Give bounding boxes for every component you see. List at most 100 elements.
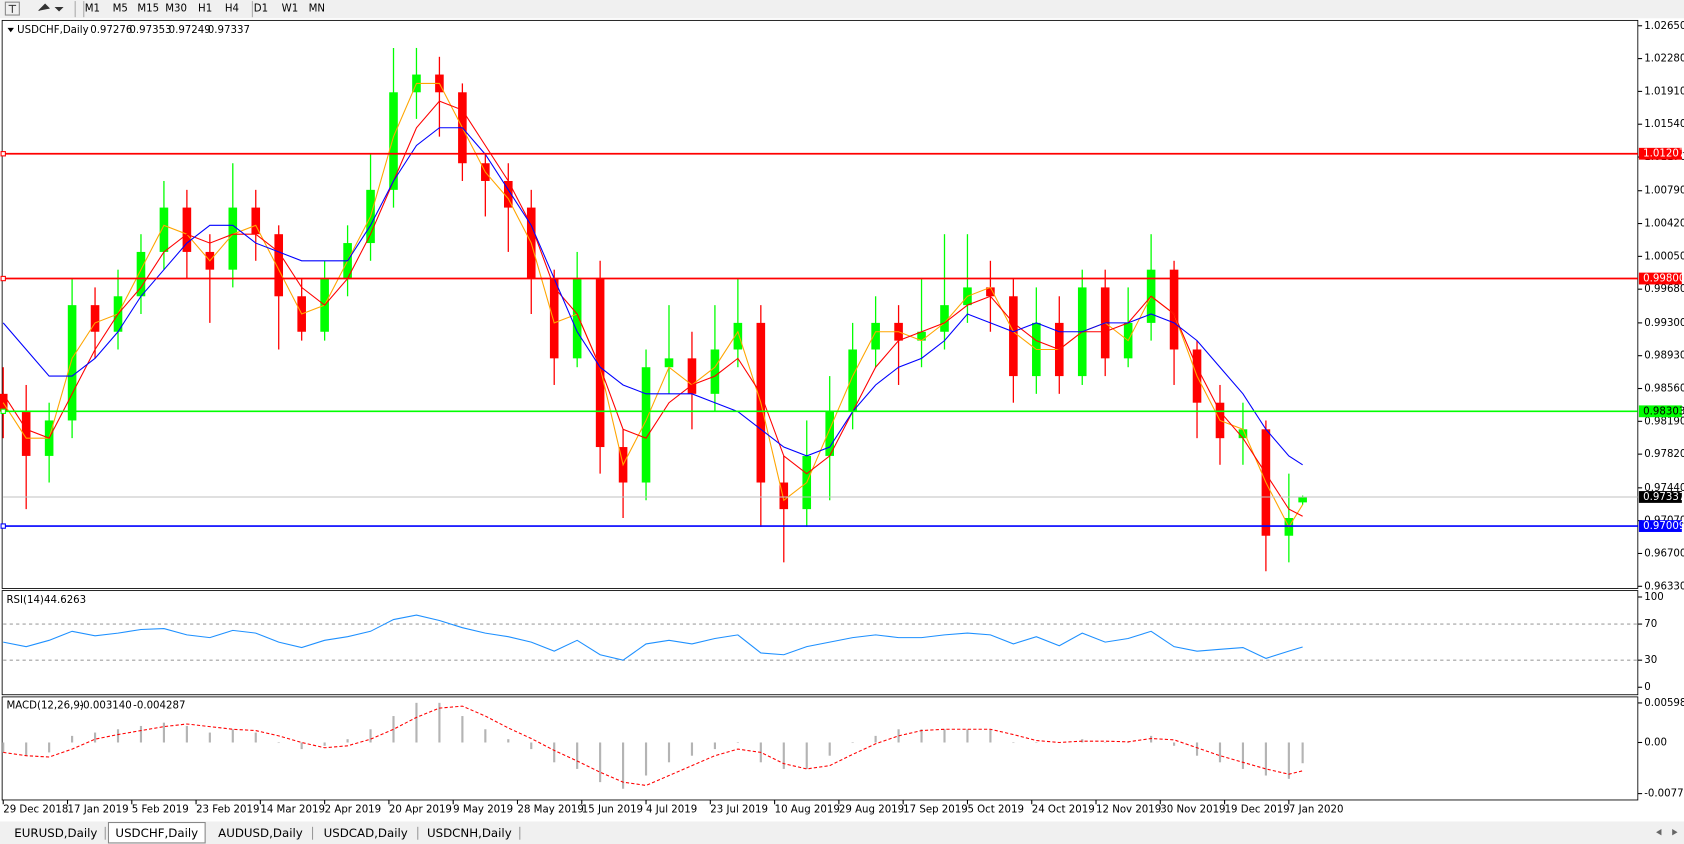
macd-bar — [1150, 735, 1153, 743]
indicator-title: MACD(12,26,9) — [6, 700, 83, 711]
chart-menu-arrow[interactable] — [7, 27, 14, 33]
line-handle[interactable] — [0, 275, 6, 282]
candle-body — [1169, 269, 1179, 350]
indicator-title: RSI(14) — [6, 595, 43, 606]
candle-body — [182, 207, 192, 252]
ohlc-value: 0.97353 — [129, 25, 171, 36]
y-tick-label: 30 — [1644, 655, 1657, 666]
macd-bar — [71, 735, 74, 743]
macd-bar — [599, 742, 602, 783]
tab-scroll-arrows[interactable] — [1656, 828, 1678, 836]
y-tick-label: 1.00790 — [1644, 186, 1684, 197]
candle-body — [986, 287, 995, 297]
toolbar — [0, 0, 1684, 19]
candle-body — [917, 331, 926, 341]
timeframe-button[interactable]: D1 — [254, 4, 268, 15]
timeframe-button[interactable]: M5 — [113, 4, 128, 15]
macd-bar — [644, 742, 648, 776]
timeframe-button[interactable]: M1 — [85, 4, 100, 15]
macd-bar — [1172, 742, 1176, 746]
macd-bar — [553, 742, 556, 763]
tab-label[interactable]: AUDUSD,Daily — [218, 826, 303, 840]
indicator-value: -0.003140 — [79, 700, 131, 711]
macd-bar — [346, 739, 349, 743]
x-tick-label: 20 Apr 2019 — [389, 805, 452, 816]
y-tick-label: 0.98560 — [1644, 384, 1684, 395]
macd-bar — [507, 739, 510, 743]
price-label-box — [1638, 405, 1682, 418]
y-tick-label: 0.98190 — [1644, 416, 1684, 427]
timeframe-button[interactable]: H1 — [198, 4, 212, 15]
macd-bar — [185, 725, 188, 743]
x-tick-label: 12 Nov 2019 — [1096, 805, 1161, 816]
text-tool-icon[interactable] — [4, 1, 20, 16]
macd-bar — [1264, 742, 1267, 776]
macd-bar — [667, 742, 671, 763]
tab[interactable] — [107, 821, 206, 844]
timeframe-button[interactable]: M15 — [137, 4, 159, 15]
macd-bar — [782, 742, 785, 769]
macd-bar — [300, 742, 303, 750]
timeframe-button[interactable]: M30 — [165, 4, 187, 15]
y-tick-label: 1.02650 — [1644, 21, 1684, 32]
candle-body — [641, 367, 651, 483]
arrow-tool-icon[interactable] — [38, 3, 64, 12]
macd-bar — [415, 702, 418, 743]
y-tick-label: 1.00050 — [1644, 251, 1684, 262]
macd-bar — [116, 729, 120, 743]
price-label: 1.01207 — [1643, 149, 1684, 160]
macd-bar — [851, 742, 854, 744]
tab[interactable] — [421, 824, 518, 842]
macd-bar — [828, 742, 831, 756]
x-tick-label: 23 Jul 2019 — [710, 805, 768, 816]
y-tick-label: 0 — [1644, 682, 1650, 693]
x-tick-label: 17 Jan 2019 — [68, 805, 129, 816]
macd-bar — [943, 729, 946, 743]
macd-bar — [713, 742, 716, 750]
y-tick-label: 0.97440 — [1644, 483, 1684, 494]
tab[interactable] — [315, 824, 416, 842]
y-tick-label: 1.02280 — [1644, 54, 1684, 65]
y-tick-label: 100 — [1644, 592, 1663, 603]
tab-label[interactable]: USDCNH,Daily — [427, 826, 512, 840]
macd-bar — [805, 742, 808, 769]
candle-body — [871, 322, 880, 350]
y-tick-label: 1.01910 — [1644, 86, 1684, 97]
y-tick-label: 0.99680 — [1644, 284, 1684, 295]
candle-body — [228, 207, 238, 270]
tab-label[interactable]: USDCHF,Daily — [115, 826, 198, 840]
y-tick-label: 0.99300 — [1644, 318, 1684, 329]
line-handle[interactable] — [0, 408, 6, 414]
tab[interactable] — [8, 824, 104, 842]
timeframe-button[interactable]: MN — [309, 4, 325, 15]
x-tick-label: 23 Feb 2019 — [196, 805, 259, 816]
x-tick-label: 29 Dec 2018 — [3, 805, 68, 816]
line-handle[interactable] — [0, 523, 6, 529]
candle-body — [572, 278, 582, 359]
y-tick-label: 0.96700 — [1644, 548, 1684, 559]
candle-body — [549, 278, 559, 359]
macd-bar — [139, 725, 143, 743]
x-tick-label: 7 Jan 2020 — [1289, 805, 1344, 816]
tab-label[interactable]: USDCAD,Daily — [324, 826, 408, 840]
candle-body — [779, 482, 789, 510]
timeframe-button[interactable]: H4 — [225, 4, 239, 15]
candle-body — [1238, 429, 1248, 439]
tab[interactable] — [210, 824, 311, 842]
candle-body — [1298, 496, 1307, 503]
macd-bar — [461, 716, 464, 743]
macd-bar — [1287, 742, 1290, 779]
macd-bar — [1218, 742, 1222, 763]
candle-body — [1009, 296, 1018, 377]
y-tick-label: 0.96330 — [1644, 581, 1684, 592]
macd-bar — [736, 742, 739, 744]
macd-bar — [1301, 742, 1304, 764]
x-tick-label: 24 Oct 2019 — [1032, 805, 1095, 816]
macd-bar — [1127, 742, 1130, 744]
tab-label[interactable]: EURUSD,Daily — [14, 826, 97, 840]
x-tick-label: 4 Jul 2019 — [646, 805, 697, 816]
text-tool-glyph — [8, 4, 17, 13]
candle-body — [21, 411, 31, 456]
line-handle[interactable] — [0, 151, 6, 157]
timeframe-button[interactable]: W1 — [282, 4, 299, 15]
